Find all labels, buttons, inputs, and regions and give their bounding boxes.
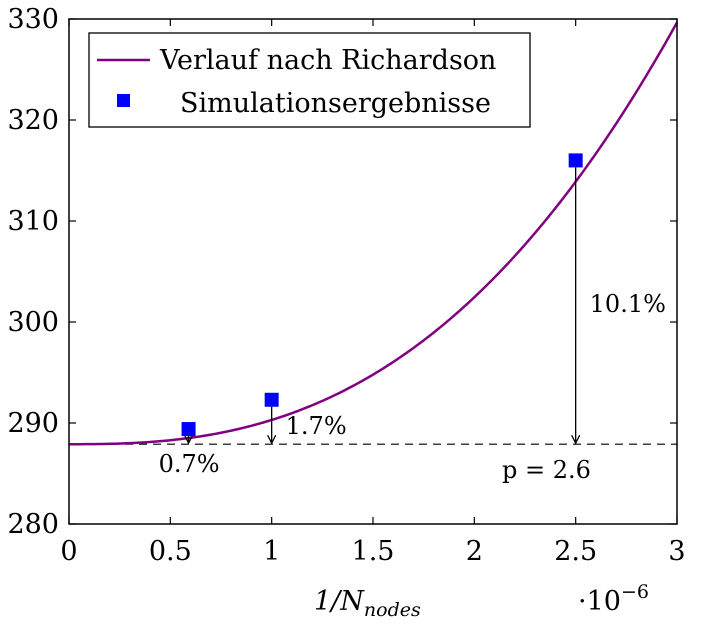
y-tick-label: 300 bbox=[7, 307, 59, 338]
x-tick-label: 1.5 bbox=[352, 536, 395, 567]
x-tick-label: 3 bbox=[668, 536, 685, 567]
legend: Verlauf nach Richardson Simulationsergeb… bbox=[88, 32, 531, 128]
x-tick-label: 0 bbox=[60, 536, 77, 567]
y-tick-label: 280 bbox=[7, 509, 59, 540]
legend-marker-swatch bbox=[117, 94, 130, 107]
deviation-label: 0.7% bbox=[159, 450, 220, 478]
simulation-point bbox=[264, 392, 279, 407]
y-tick-label: 330 bbox=[7, 4, 59, 35]
y-tick-label: 290 bbox=[7, 408, 59, 439]
x-multiplier-base: ·10 bbox=[578, 586, 621, 617]
arrow-layer bbox=[189, 167, 576, 443]
x-axis-label: 1/Nnodes bbox=[314, 586, 421, 621]
x-axis-multiplier: ·10−6 bbox=[578, 581, 649, 617]
x-tick-label: 2 bbox=[466, 536, 483, 567]
simulation-point bbox=[181, 422, 196, 437]
legend-label-simulation: Simulationsergebnisse bbox=[180, 88, 491, 119]
x-tick-label: 2.5 bbox=[554, 536, 597, 567]
point-layer bbox=[181, 153, 583, 437]
x-multiplier-exponent: −6 bbox=[621, 581, 649, 603]
legend-label-richardson: Verlauf nach Richardson bbox=[159, 45, 496, 76]
y-tick-label: 320 bbox=[7, 105, 59, 136]
x-axis-label-subscript: nodes bbox=[364, 599, 421, 621]
deviation-label: 10.1% bbox=[590, 290, 666, 318]
annotation-layer: 0.7% 1.7% 10.1% p = 2.6 bbox=[159, 290, 666, 484]
x-axis-label-main: 1/N bbox=[314, 586, 365, 617]
x-tick-label: 1 bbox=[263, 536, 280, 567]
exponent-label: p = 2.6 bbox=[502, 456, 591, 484]
deviation-label: 1.7% bbox=[286, 412, 347, 440]
legend-box bbox=[88, 32, 531, 128]
tick-layer: 0 0.5 1 1.5 2 2.5 3 280 290 300 310 320 330 bbox=[7, 4, 685, 567]
simulation-point bbox=[568, 153, 583, 168]
x-tick-label: 0.5 bbox=[149, 536, 192, 567]
y-tick-label: 310 bbox=[7, 206, 59, 237]
